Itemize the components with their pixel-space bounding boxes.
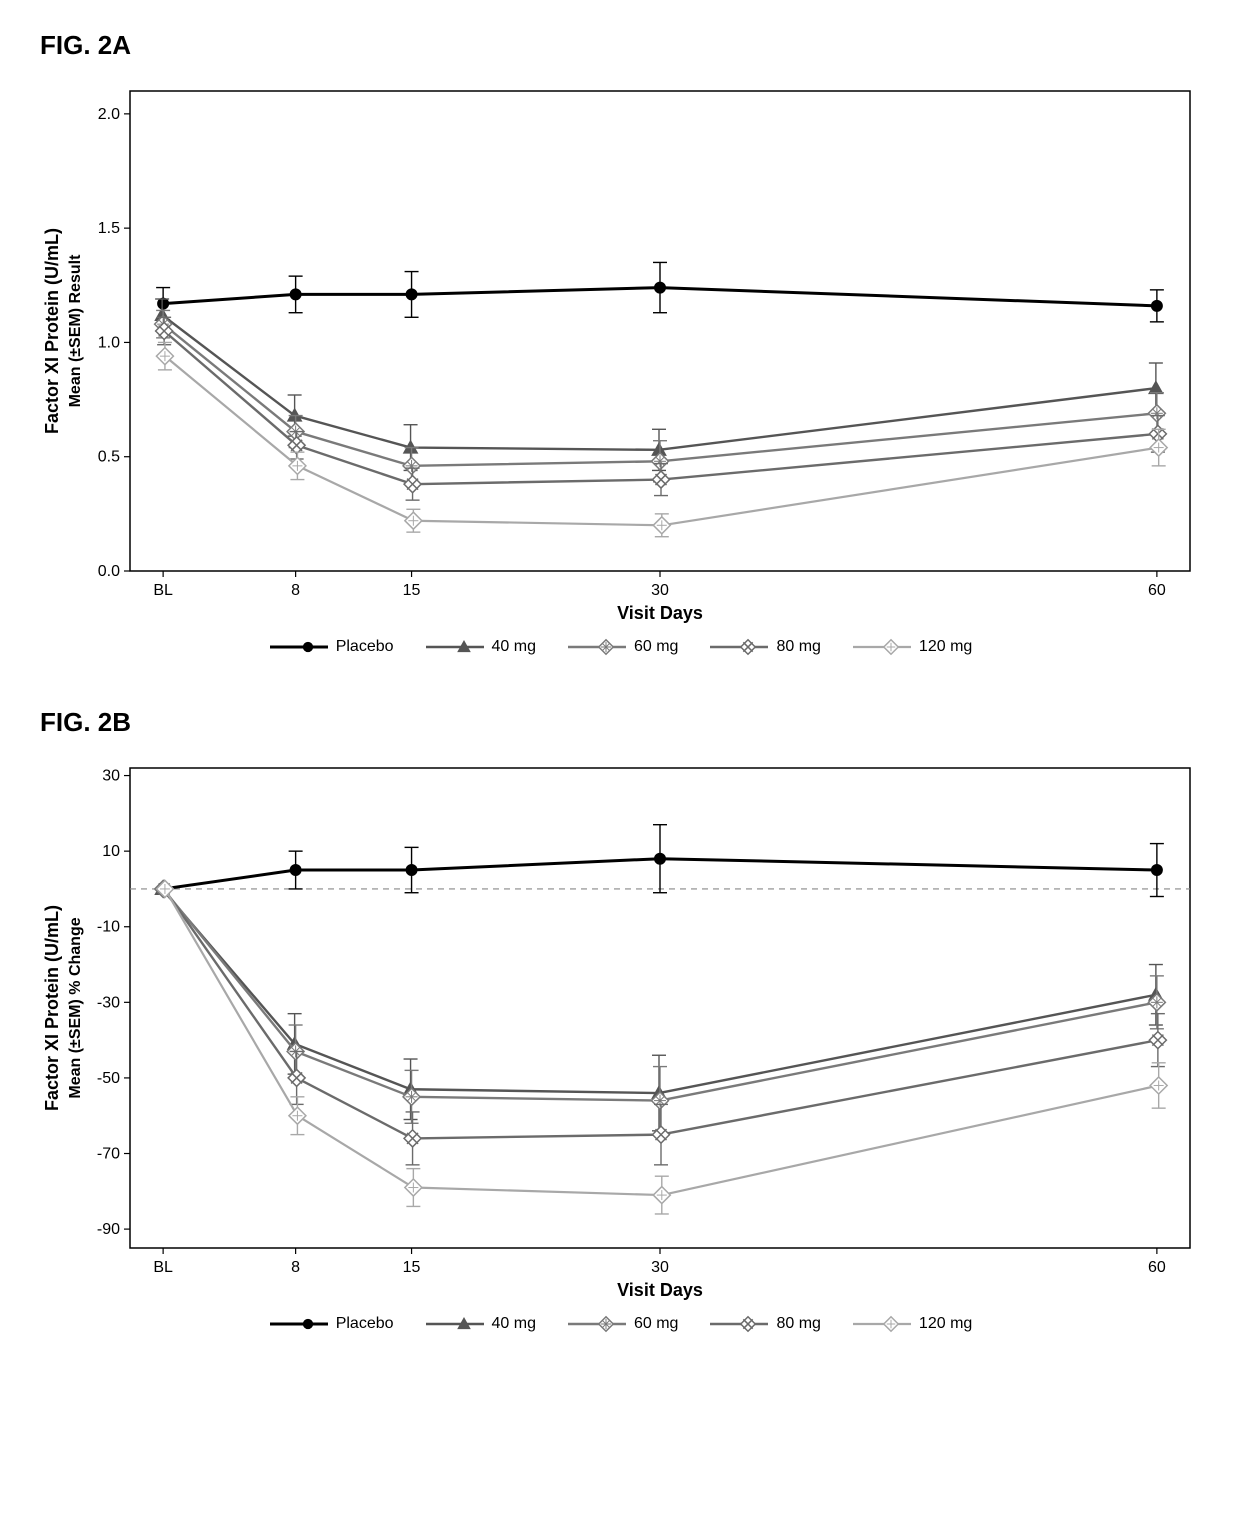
legend-item-d60: 60 mg bbox=[566, 637, 678, 657]
svg-text:Visit Days: Visit Days bbox=[617, 1280, 703, 1300]
legend-label-d120: 120 mg bbox=[919, 1315, 972, 1333]
legend-label-d80: 80 mg bbox=[776, 638, 820, 656]
svg-text:-70: -70 bbox=[97, 1146, 120, 1163]
svg-text:BL: BL bbox=[153, 582, 173, 599]
svg-text:8: 8 bbox=[291, 1259, 300, 1276]
legend-label-d40: 40 mg bbox=[492, 1315, 536, 1333]
legend-item-d80: 80 mg bbox=[708, 1314, 820, 1334]
svg-text:-90: -90 bbox=[97, 1221, 120, 1238]
page: { "colors": { "placebo": "#000000", "d40… bbox=[0, 0, 1240, 1532]
svg-text:10: 10 bbox=[102, 843, 120, 860]
svg-text:15: 15 bbox=[403, 1259, 421, 1276]
legend-item-d40: 40 mg bbox=[424, 637, 536, 657]
legend-label-d80: 80 mg bbox=[776, 1315, 820, 1333]
svg-text:BL: BL bbox=[153, 1259, 173, 1276]
svg-text:15: 15 bbox=[403, 582, 421, 599]
fig2a-chart: 0.0 0.5 1.0 1.5 2.0 BL 8 15 30 60 Visit Days Factor… bbox=[30, 71, 1210, 657]
svg-text:1.0: 1.0 bbox=[98, 334, 120, 351]
fig2b-title: FIG. 2B bbox=[40, 707, 1210, 738]
legend-item-d120: 120 mg bbox=[851, 1314, 972, 1334]
legend-item-placebo: Placebo bbox=[268, 1314, 394, 1334]
svg-text:0.5: 0.5 bbox=[98, 449, 120, 466]
legend-item-d120: 120 mg bbox=[851, 637, 972, 657]
svg-text:-50: -50 bbox=[97, 1070, 120, 1087]
svg-text:2.0: 2.0 bbox=[98, 106, 120, 123]
fig2b-legend: Placebo 40 mg 60 mg 80 mg 120 mg bbox=[30, 1314, 1210, 1334]
legend-item-d80: 80 mg bbox=[708, 637, 820, 657]
fig2a-legend: Placebo 40 mg 60 mg 80 mg 120 mg bbox=[30, 637, 1210, 657]
legend-item-placebo: Placebo bbox=[268, 637, 394, 657]
svg-text:30: 30 bbox=[651, 1259, 669, 1276]
svg-text:-30: -30 bbox=[97, 994, 120, 1011]
svg-text:60: 60 bbox=[1148, 1259, 1166, 1276]
legend-label-d40: 40 mg bbox=[492, 638, 536, 656]
fig2b-svg: -90 -70 -50 -30 -10 10 30 BL 8 15 30 60 Visit Days Fa… bbox=[30, 748, 1210, 1308]
svg-text:-10: -10 bbox=[97, 919, 120, 936]
svg-text:Factor XI Protein (U/mL): Factor XI Protein (U/mL) bbox=[42, 228, 62, 434]
fig2a-title: FIG. 2A bbox=[40, 30, 1210, 61]
legend-label-d60: 60 mg bbox=[634, 1315, 678, 1333]
svg-text:Factor XI Protein (U/mL): Factor XI Protein (U/mL) bbox=[42, 905, 62, 1111]
fig2b-chart: -90 -70 -50 -30 -10 10 30 BL 8 15 30 60 Visit Days Fa… bbox=[30, 748, 1210, 1334]
svg-text:1.5: 1.5 bbox=[98, 220, 120, 237]
legend-label-d120: 120 mg bbox=[919, 638, 972, 656]
svg-text:60: 60 bbox=[1148, 582, 1166, 599]
legend-item-d40: 40 mg bbox=[424, 1314, 536, 1334]
legend-label-d60: 60 mg bbox=[634, 638, 678, 656]
svg-text:30: 30 bbox=[102, 768, 120, 785]
svg-text:Mean (±SEM) Result: Mean (±SEM) Result bbox=[67, 254, 84, 407]
legend-item-d60: 60 mg bbox=[566, 1314, 678, 1334]
svg-text:8: 8 bbox=[291, 582, 300, 599]
legend-label-placebo: Placebo bbox=[336, 1315, 394, 1333]
svg-text:Mean (±SEM) % Change: Mean (±SEM) % Change bbox=[67, 917, 84, 1098]
svg-text:0.0: 0.0 bbox=[98, 563, 120, 580]
svg-text:Visit Days: Visit Days bbox=[617, 603, 703, 623]
svg-text:30: 30 bbox=[651, 582, 669, 599]
legend-label-placebo: Placebo bbox=[336, 638, 394, 656]
fig2a-svg: 0.0 0.5 1.0 1.5 2.0 BL 8 15 30 60 Visit Days Factor… bbox=[30, 71, 1210, 631]
